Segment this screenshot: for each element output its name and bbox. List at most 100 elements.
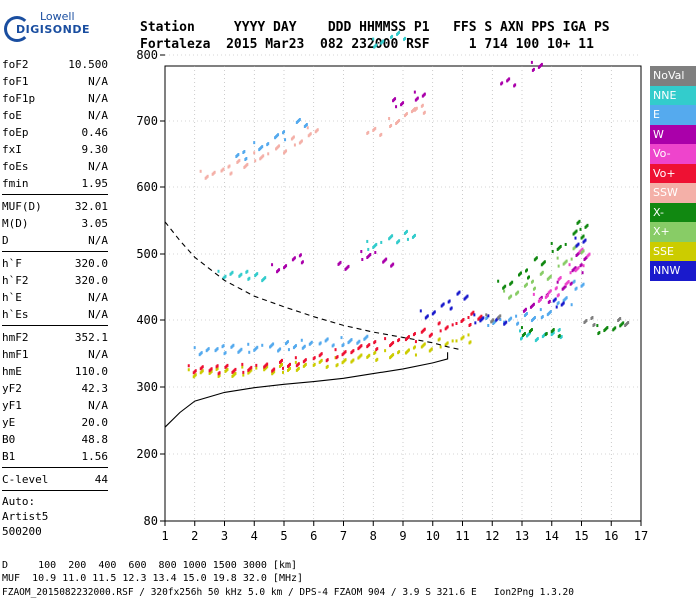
param-value: N/A	[88, 399, 108, 412]
legend: NoVal NNE E W Vo- Vo+ SSW X- X+ SSE NNW	[650, 66, 696, 281]
echo-point	[413, 90, 416, 94]
echo-point	[503, 289, 506, 293]
echo-point	[215, 365, 218, 369]
param-row: foF1 N/A	[2, 73, 108, 90]
legend-item: NNW	[650, 261, 696, 281]
echo-point	[388, 237, 391, 241]
echo-point	[334, 348, 337, 352]
echo-point	[508, 318, 511, 322]
footer-muf-row: MUF 10.9 11.0 11.5 12.3 13.4 15.0 19.8 3…	[2, 573, 304, 584]
echo-point	[420, 345, 423, 349]
echo-point	[403, 37, 406, 41]
echo-point	[439, 329, 442, 333]
echo-point	[420, 330, 423, 334]
echo-point	[556, 256, 559, 260]
echo-point	[421, 94, 424, 98]
echo-point	[308, 342, 311, 346]
echo-point	[485, 313, 488, 317]
x-tick-label: 4	[251, 529, 258, 543]
logo-line1: Lowell	[40, 10, 75, 23]
echo-point	[537, 299, 540, 303]
echo-point	[490, 320, 493, 324]
echo-point	[532, 292, 535, 296]
echo-point	[576, 221, 579, 225]
echo-point	[263, 365, 266, 369]
echo-point	[413, 108, 416, 112]
echo-point	[520, 337, 522, 341]
param-row: fxI 9.30	[2, 141, 108, 158]
echo-point	[236, 160, 239, 164]
echo-point	[580, 251, 583, 255]
echo-point	[242, 370, 245, 374]
param-key: foE	[2, 109, 22, 122]
echo-point	[331, 344, 334, 348]
legend-item: X-	[650, 202, 696, 222]
echo-point	[337, 262, 340, 266]
echo-point	[241, 365, 244, 369]
echo-point	[187, 364, 190, 368]
echo-point	[375, 358, 378, 362]
echo-point	[379, 133, 382, 137]
echo-point	[569, 271, 572, 275]
echo-point	[193, 346, 196, 350]
echo-point	[350, 360, 353, 364]
echo-point	[389, 356, 392, 360]
echo-point	[384, 349, 387, 353]
echo-point	[518, 273, 520, 277]
echo-point	[208, 369, 211, 373]
echo-point	[245, 270, 248, 274]
echo-point	[412, 346, 415, 350]
echo-point	[302, 360, 305, 364]
echo-point	[357, 356, 360, 360]
echo-point	[366, 131, 369, 135]
echo-point	[467, 333, 470, 337]
echo-point	[223, 352, 226, 356]
param-row: foEs N/A	[2, 158, 108, 175]
echo-point	[267, 152, 270, 156]
param-separator	[2, 251, 108, 252]
x-tick-label: 15	[574, 529, 588, 543]
echo-point	[318, 360, 321, 364]
param-value: N/A	[88, 348, 108, 361]
echo-point	[275, 147, 278, 151]
param-row: yE 20.0	[2, 414, 108, 431]
header-values: Fortaleza 2015 Mar23 082 232000 RSF 1 71…	[140, 37, 594, 52]
param-key: h`F	[2, 257, 22, 270]
echo-point	[254, 159, 257, 163]
param-key: B1	[2, 450, 16, 463]
echo-point	[544, 333, 547, 337]
echo-point	[584, 225, 587, 229]
echo-point	[525, 269, 527, 273]
param-value: 320.0	[74, 274, 108, 287]
param-separator	[2, 194, 108, 195]
echo-point	[568, 263, 571, 267]
param-row: hmE 110.0	[2, 363, 108, 380]
echo-point	[259, 157, 262, 161]
echo-point	[215, 367, 218, 371]
echo-point	[521, 334, 524, 338]
echo-point	[597, 332, 600, 336]
echo-point	[314, 130, 317, 134]
echo-point	[372, 37, 375, 41]
legend-item: X+	[650, 222, 696, 242]
param-row: B0 48.8	[2, 431, 108, 448]
echo-point	[284, 342, 287, 346]
echo-point	[221, 345, 224, 349]
echo-point	[373, 351, 376, 355]
echo-point	[485, 317, 488, 320]
echo-point	[546, 313, 549, 317]
echo-point	[575, 254, 578, 257]
param-key: D	[2, 234, 9, 247]
param-separator	[2, 467, 108, 468]
param-value: 20.0	[81, 416, 109, 429]
echo-point	[534, 339, 537, 343]
echo-point	[557, 335, 560, 339]
echo-point	[569, 282, 572, 286]
param-value: 3.05	[81, 217, 109, 230]
echo-point	[375, 348, 378, 352]
echo-point	[572, 247, 575, 251]
param-row: foF1p N/A	[2, 90, 108, 107]
footer-file-info: FZAOM_2015082232000.RSF / 320fx256h 50 k…	[2, 587, 574, 598]
echo-point	[523, 314, 526, 318]
echo-point	[555, 305, 558, 309]
